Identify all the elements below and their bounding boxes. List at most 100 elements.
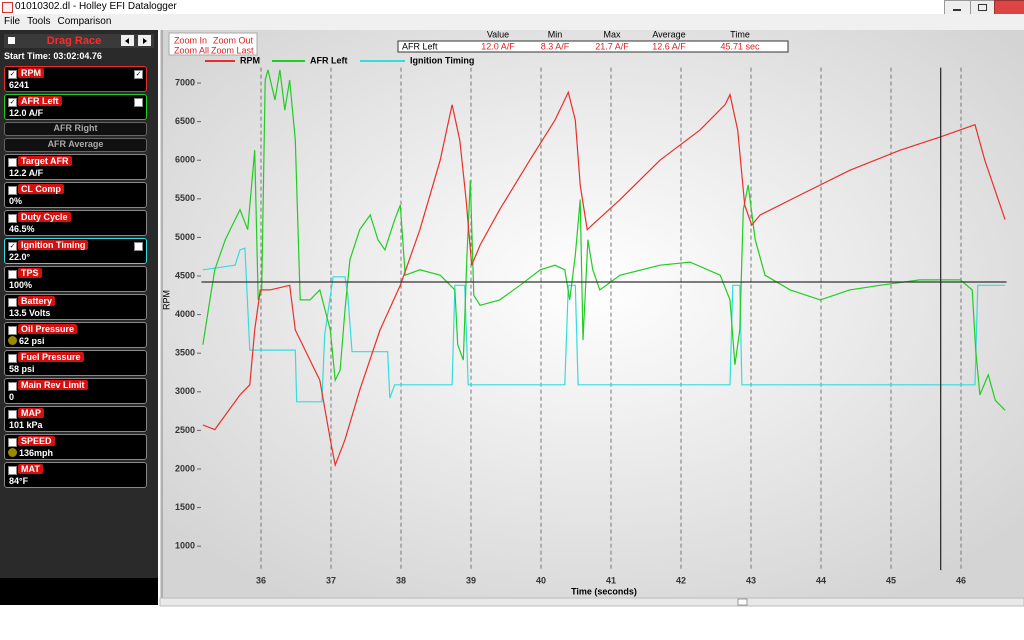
series-line — [202, 69, 1006, 411]
channel-checkbox[interactable] — [8, 382, 17, 391]
channel-checkbox[interactable] — [8, 270, 17, 279]
channel-name: Target AFR — [18, 156, 72, 166]
channel-name: Oil Pressure — [18, 324, 78, 334]
axis-checkbox[interactable]: ✓ — [134, 70, 143, 79]
channel-name: Ignition Timing — [18, 240, 89, 250]
channel-name: AFR Right — [53, 123, 98, 133]
channel-value: 22.0° — [9, 252, 31, 262]
channel-value: 12.0 A/F — [9, 108, 44, 118]
channel-value: 0% — [9, 196, 23, 206]
channel-value: 84°F — [9, 476, 29, 486]
channel-item[interactable]: ✓ ✓ RPM 6241 — [4, 66, 147, 92]
channel-value: 58 psi — [9, 364, 35, 374]
maximize-button[interactable] — [970, 0, 995, 15]
channel-item[interactable]: Duty Cycle 46.5% — [4, 210, 147, 236]
axis-checkbox[interactable] — [134, 242, 143, 251]
y-tick-label: 5500 — [175, 193, 195, 203]
channel-checkbox[interactable] — [8, 158, 17, 167]
channel-value: 6241 — [9, 80, 30, 90]
channel-name: Fuel Pressure — [18, 352, 84, 362]
channel-item[interactable]: ✓ AFR Left 12.0 A/F — [4, 94, 147, 120]
channel-checkbox[interactable] — [8, 326, 17, 335]
channel-item[interactable]: TPS 100% — [4, 266, 147, 292]
channel-item[interactable]: Fuel Pressure 58 psi — [4, 350, 147, 376]
channel-item[interactable]: Target AFR 12.2 A/F — [4, 154, 147, 180]
menu-item[interactable]: Tools — [27, 16, 51, 27]
x-tick-label: 41 — [606, 575, 616, 585]
channel-checkbox[interactable]: ✓ — [8, 98, 17, 107]
y-axis-label: RPM — [161, 290, 171, 310]
channel-item[interactable]: MAT 84°F — [4, 462, 147, 488]
channel-item[interactable]: MAP 101 kPa — [4, 406, 147, 432]
channel-item[interactable]: CL Comp 0% — [4, 182, 147, 208]
x-axis-label: Time (seconds) — [571, 586, 637, 596]
channel-checkbox[interactable] — [8, 354, 17, 363]
stats-header: Max — [603, 29, 621, 39]
x-tick-label: 45 — [886, 575, 896, 585]
channel-checkbox[interactable] — [8, 410, 17, 419]
zoom-button[interactable]: Zoom Out — [213, 35, 254, 45]
stats-header: Value — [487, 29, 509, 39]
y-tick-label: 4500 — [175, 270, 195, 280]
y-tick-label: 1500 — [175, 502, 195, 512]
channel-indicator — [8, 336, 17, 345]
channel-name: SPEED — [18, 436, 55, 446]
channel-disabled: AFR Average — [4, 138, 147, 152]
channel-item[interactable]: Main Rev Limit 0 — [4, 378, 147, 404]
channel-item[interactable]: SPEED 136mph — [4, 434, 147, 460]
stats-channel: AFR Left — [402, 41, 438, 51]
channel-item[interactable]: Oil Pressure 62 psi — [4, 322, 147, 348]
channel-item[interactable]: ✓ Ignition Timing 22.0° — [4, 238, 147, 264]
window-title: 01010302.dl - Holley EFI Datalogger — [15, 1, 177, 12]
zoom-button[interactable]: Zoom All — [174, 45, 209, 55]
channel-name: Battery — [18, 296, 56, 306]
channel-checkbox[interactable] — [8, 466, 17, 475]
channel-checkbox[interactable] — [8, 438, 17, 447]
x-tick-label: 42 — [676, 575, 686, 585]
channel-checkbox[interactable] — [8, 214, 17, 223]
scrollbar[interactable] — [159, 597, 1024, 607]
y-tick-label: 1000 — [175, 541, 195, 551]
stats-row-box — [397, 40, 789, 53]
stats-header: Time — [730, 29, 750, 39]
header-checkbox[interactable] — [8, 37, 15, 44]
channel-value: 12.2 A/F — [9, 168, 44, 178]
panel-title: Drag Race — [46, 35, 102, 47]
channel-name: AFR Left — [18, 96, 62, 106]
channel-name: MAP — [18, 408, 44, 418]
channel-value: 0 — [9, 392, 15, 402]
y-tick-label: 5000 — [175, 232, 195, 242]
menu-item[interactable]: File — [4, 16, 21, 27]
stats-value: 21.7 A/F — [595, 41, 629, 51]
y-tick-label: 2000 — [175, 463, 195, 473]
channel-value: 101 kPa — [9, 420, 43, 430]
legend-label: RPM — [240, 55, 260, 65]
channel-item[interactable]: Battery 13.5 Volts — [4, 294, 147, 320]
scroll-thumb[interactable] — [737, 598, 748, 606]
zoom-button[interactable]: Zoom Last — [211, 45, 254, 55]
panel-header: Drag Race — [4, 34, 154, 48]
channel-checkbox[interactable] — [8, 298, 17, 307]
x-tick-label: 37 — [326, 575, 336, 585]
channel-indicator — [8, 448, 17, 457]
legend-label: AFR Left — [310, 55, 348, 65]
y-tick-label: 6500 — [175, 116, 195, 126]
y-tick-label: 2500 — [175, 425, 195, 435]
channel-checkbox[interactable]: ✓ — [8, 70, 17, 79]
channel-checkbox[interactable]: ✓ — [8, 242, 17, 251]
zoom-button[interactable]: Zoom In — [174, 35, 207, 45]
stats-header: Average — [652, 29, 685, 39]
axis-checkbox[interactable] — [134, 98, 143, 107]
channel-name: AFR Average — [47, 139, 104, 149]
stats-value: 8.3 A/F — [541, 41, 570, 51]
menu-item[interactable]: Comparison — [57, 16, 112, 27]
series-line — [202, 247, 1006, 403]
channel-value: 13.5 Volts — [9, 308, 51, 318]
channel-name: Main Rev Limit — [18, 380, 88, 390]
prev-button[interactable] — [121, 35, 134, 46]
next-button[interactable] — [138, 35, 151, 46]
channel-checkbox[interactable] — [8, 186, 17, 195]
plot — [202, 69, 1006, 468]
y-tick-label: 4000 — [175, 309, 195, 319]
channel-name: Duty Cycle — [18, 212, 71, 222]
